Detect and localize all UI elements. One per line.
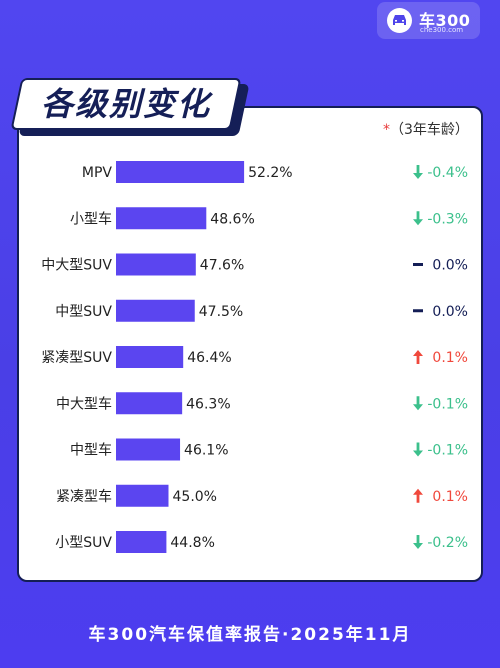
brand-name: 车300: [419, 11, 471, 30]
note-text: （3年车龄）: [390, 122, 469, 138]
value-label: 46.4%: [187, 350, 231, 366]
bar: [116, 207, 207, 230]
arrow-up-icon: [413, 350, 423, 364]
change-label: -0.3%: [427, 211, 468, 227]
change-label: -0.4%: [427, 165, 468, 181]
brand-url: che300.com: [420, 26, 464, 34]
value-label: 46.3%: [186, 396, 230, 412]
dash-icon: [413, 309, 423, 313]
change-label: -0.2%: [427, 535, 468, 551]
category-label: MPV: [82, 165, 113, 181]
category-label: 小型SUV: [55, 535, 112, 551]
car-icon: [387, 8, 412, 33]
change-label: 0.0%: [432, 304, 468, 320]
category-label: 中大型SUV: [41, 258, 112, 274]
value-label: 52.2%: [248, 165, 292, 181]
value-label: 47.6%: [200, 258, 244, 274]
age-note: *（3年车龄）: [383, 119, 469, 139]
arrow-down-icon: [413, 535, 423, 549]
bar: [116, 484, 169, 507]
arrow-down-icon: [413, 165, 423, 179]
page-title: 各级别变化: [40, 85, 211, 123]
change-label: 0.1%: [432, 489, 468, 505]
category-label: 中大型车: [56, 395, 112, 412]
value-label: 47.5%: [199, 304, 243, 320]
category-label: 中型SUV: [55, 304, 112, 320]
arrow-down-icon: [413, 442, 423, 457]
value-label: 44.8%: [170, 535, 214, 551]
arrow-down-icon: [413, 211, 423, 226]
footer-text: 车300汽车保值率报告·2025年11月: [88, 625, 412, 645]
chart-card: [17, 106, 483, 582]
bar: [116, 299, 195, 322]
brand-logo: 车300 che300.com: [377, 2, 480, 39]
bar: [116, 392, 183, 415]
dash-icon: [413, 263, 423, 266]
value-label: 46.1%: [184, 443, 228, 459]
value-label: 45.0%: [173, 489, 217, 505]
arrow-down-icon: [413, 396, 423, 411]
category-label: 紧凑型车: [56, 488, 112, 505]
change-label: -0.1%: [427, 396, 468, 412]
category-label: 紧凑型SUV: [41, 349, 112, 366]
bar: [116, 346, 184, 368]
change-label: 0.0%: [432, 258, 468, 274]
change-label: -0.1%: [427, 443, 468, 459]
value-label: 48.6%: [210, 211, 254, 227]
bar: [116, 253, 196, 276]
bar: [116, 161, 245, 183]
bar: [116, 438, 181, 461]
note-star: *: [383, 122, 390, 138]
bar: [116, 531, 167, 553]
arrow-up-icon: [413, 488, 423, 503]
category-label: 中型车: [70, 442, 112, 459]
change-label: 0.1%: [432, 350, 468, 366]
category-label: 小型车: [70, 210, 112, 227]
